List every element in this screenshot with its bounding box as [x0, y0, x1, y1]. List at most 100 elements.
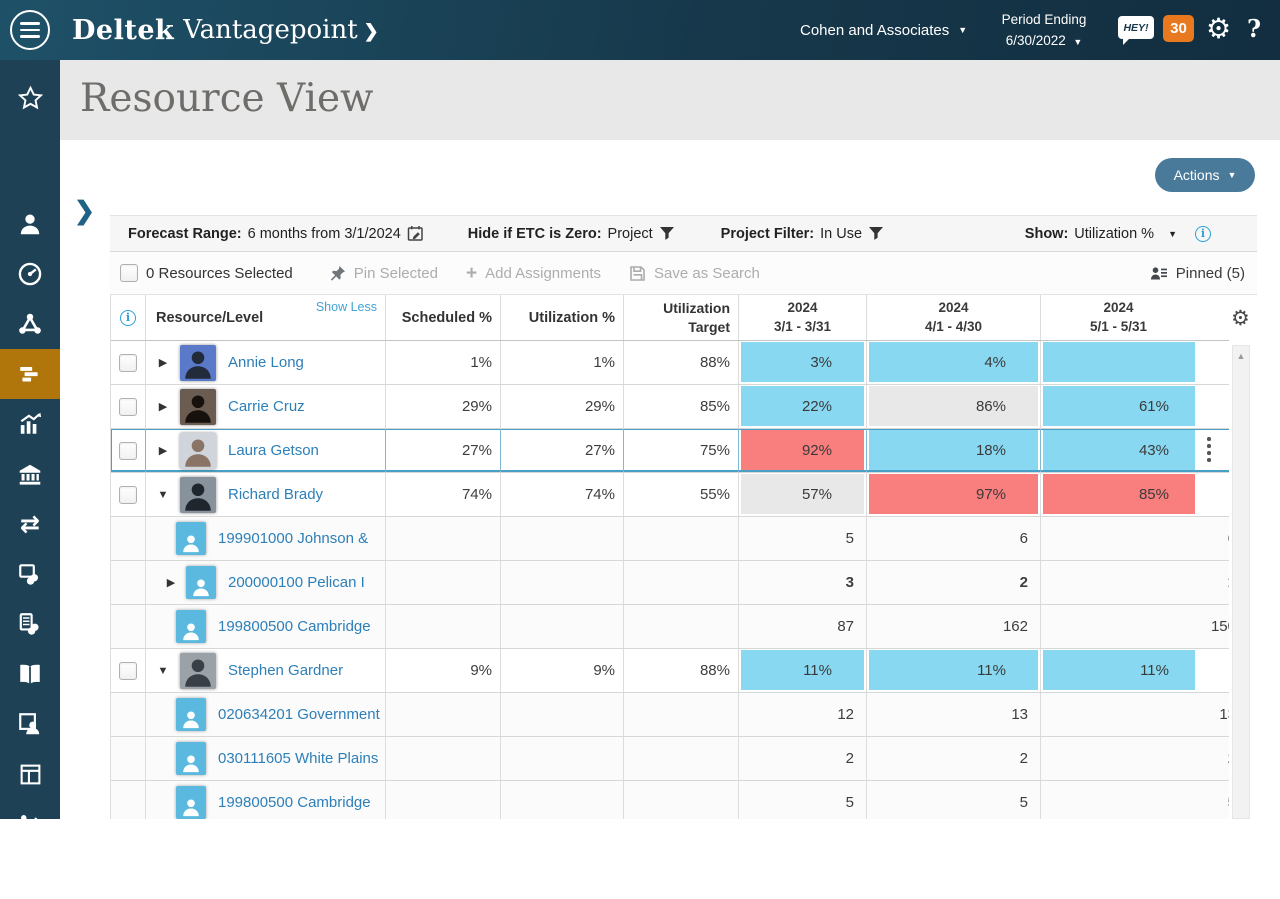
month-cell[interactable]: 61%: [1041, 385, 1229, 428]
calendar-edit-icon[interactable]: [407, 225, 424, 242]
filter-funnel-icon[interactable]: [659, 226, 675, 241]
filter-funnel-icon[interactable]: [868, 226, 884, 241]
month-cell[interactable]: 97%: [867, 473, 1041, 516]
gear-icon[interactable]: ⚙: [1206, 12, 1232, 45]
month-cell[interactable]: 162: [867, 605, 1041, 648]
info-icon[interactable]: i: [1195, 225, 1211, 242]
month-cell[interactable]: 2: [739, 737, 867, 780]
pinned-toggle[interactable]: Pinned (5): [1150, 265, 1245, 282]
sidebar-item-ledger[interactable]: [0, 649, 60, 699]
expand-arrow-icon[interactable]: ▶: [158, 401, 168, 413]
month-cell[interactable]: 11%: [867, 649, 1041, 692]
expand-panel-chevron-icon[interactable]: ❯: [74, 197, 95, 225]
month-cell[interactable]: 12: [739, 693, 867, 736]
month-cell[interactable]: 3%: [739, 341, 867, 384]
month-cell[interactable]: 4%: [867, 341, 1041, 384]
sidebar-item-reporting[interactable]: [0, 399, 60, 449]
collapse-arrow-icon[interactable]: ▼: [157, 488, 169, 501]
select-all-checkbox[interactable]: [120, 264, 138, 282]
sidebar-item-administration[interactable]: [0, 749, 60, 799]
resource-name-link[interactable]: Carrie Cruz: [228, 398, 305, 415]
month-cell[interactable]: 5: [739, 781, 867, 819]
sidebar-item-accounting[interactable]: [0, 599, 60, 649]
utilization-target-column-header[interactable]: Utilization Target: [624, 295, 739, 340]
month-cell[interactable]: 5: [867, 781, 1041, 819]
save-as-search-button[interactable]: Save as Search: [629, 265, 760, 282]
expand-arrow-icon[interactable]: ▶: [158, 445, 168, 457]
notification-count-badge[interactable]: 30: [1163, 15, 1194, 42]
resource-name-link[interactable]: Annie Long: [228, 354, 304, 371]
sidebar-item-transactions[interactable]: ⇄: [0, 499, 60, 549]
expand-arrow-icon[interactable]: ▶: [166, 577, 176, 589]
row-checkbox[interactable]: [119, 353, 137, 372]
month-column-header[interactable]: 2024 4/1 - 4/30: [867, 295, 1041, 340]
month-cell[interactable]: 11%: [1041, 649, 1229, 692]
project-name-link[interactable]: 199901000 Johnson &: [218, 530, 369, 547]
resource-name-link[interactable]: Richard Brady: [228, 486, 324, 503]
hide-if-etc-zero-control[interactable]: Hide if ETC is Zero: Project: [468, 226, 675, 242]
sidebar-item-billing[interactable]: [0, 549, 60, 599]
project-name-link[interactable]: 020634201 Government: [218, 706, 380, 723]
show-less-link[interactable]: Show Less: [315, 300, 377, 314]
month-cell[interactable]: 2: [867, 561, 1041, 604]
period-ending-selector[interactable]: Period Ending 6/30/2022 ▼: [988, 10, 1100, 52]
sidebar-item-dashboards[interactable]: [0, 249, 60, 299]
sidebar-item-favorites[interactable]: [0, 73, 60, 123]
actions-button[interactable]: Actions ▼: [1155, 158, 1255, 192]
month-cell[interactable]: 6: [1041, 517, 1229, 560]
hamburger-menu-icon[interactable]: [10, 10, 50, 50]
month-cell[interactable]: 13: [867, 693, 1041, 736]
month-cell[interactable]: 2: [1041, 737, 1229, 780]
month-cell[interactable]: 13: [1041, 693, 1229, 736]
help-icon[interactable]: ?: [1247, 14, 1262, 43]
month-cell[interactable]: 1: [1041, 561, 1229, 604]
utilization-column-header[interactable]: Utilization %: [501, 295, 624, 340]
project-name-link[interactable]: 199800500 Cambridge: [218, 794, 371, 811]
month-cell[interactable]: 5: [1041, 781, 1229, 819]
month-cell[interactable]: 87: [739, 605, 867, 648]
company-selector[interactable]: Cohen and Associates ▼: [800, 0, 967, 60]
grid-settings-gear-icon[interactable]: ⚙: [1231, 306, 1250, 330]
project-name-link[interactable]: 030111605 White Plains: [218, 750, 379, 767]
month-column-header[interactable]: 2024 3/1 - 3/31: [739, 295, 867, 340]
pin-selected-button[interactable]: Pin Selected: [329, 265, 438, 282]
month-cell[interactable]: 57%: [739, 473, 867, 516]
project-name-link[interactable]: 200000100 Pelican I: [228, 574, 365, 591]
month-cell[interactable]: 2: [867, 737, 1041, 780]
row-checkbox[interactable]: [119, 441, 137, 460]
month-cell[interactable]: 85%: [1041, 473, 1229, 516]
sidebar-item-hubs[interactable]: [0, 299, 60, 349]
project-name-link[interactable]: 199800500 Cambridge: [218, 618, 371, 635]
month-cell[interactable]: 86%: [867, 385, 1041, 428]
month-cell[interactable]: 92%: [739, 429, 867, 472]
month-cell[interactable]: 6: [867, 517, 1041, 560]
month-column-header[interactable]: 2024 5/1 - 5/31: [1041, 295, 1229, 340]
row-checkbox[interactable]: [119, 397, 137, 416]
sidebar-item-resource-planning[interactable]: [0, 349, 60, 399]
scroll-up-arrow-icon[interactable]: ▲: [1236, 351, 1246, 361]
month-cell[interactable]: 3: [739, 561, 867, 604]
row-kebab-menu-icon[interactable]: [1207, 437, 1211, 462]
resource-name-link[interactable]: Stephen Gardner: [228, 662, 344, 679]
sidebar-item-utilities[interactable]: [0, 799, 60, 849]
info-icon[interactable]: i: [120, 309, 136, 326]
project-filter-control[interactable]: Project Filter: In Use: [721, 226, 884, 242]
sidebar-item-human-resources[interactable]: [0, 699, 60, 749]
month-cell[interactable]: [1041, 341, 1229, 384]
sidebar-item-settings-sliders[interactable]: [0, 849, 60, 899]
sidebar-item-my-stuff[interactable]: [0, 199, 60, 249]
row-checkbox[interactable]: [119, 485, 137, 504]
month-cell[interactable]: 22%: [739, 385, 867, 428]
vertical-scrollbar[interactable]: ▲: [1232, 345, 1250, 819]
row-checkbox[interactable]: [119, 661, 137, 680]
brand-logo[interactable]: Deltek Vantagepoint ❯: [72, 0, 379, 60]
scheduled-column-header[interactable]: Scheduled %: [386, 295, 501, 340]
month-cell[interactable]: 11%: [739, 649, 867, 692]
month-cell[interactable]: 18%: [867, 429, 1041, 472]
month-cell[interactable]: 43%: [1041, 429, 1229, 472]
month-cell[interactable]: 150: [1041, 605, 1229, 648]
expand-arrow-icon[interactable]: ▶: [158, 357, 168, 369]
hey-notifications-icon[interactable]: HEY!: [1118, 16, 1154, 45]
sidebar-item-asset-management[interactable]: [0, 449, 60, 499]
collapse-arrow-icon[interactable]: ▼: [157, 664, 169, 677]
